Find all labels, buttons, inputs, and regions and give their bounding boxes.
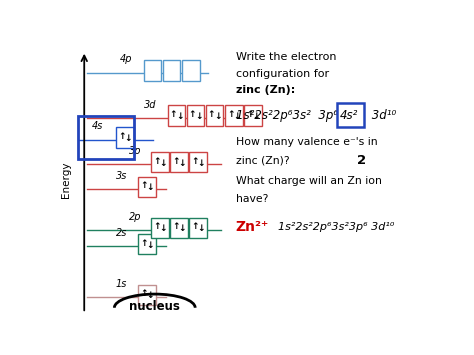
Text: ↑: ↑: [153, 222, 161, 231]
Text: ↓: ↓: [178, 159, 186, 168]
Text: ↓: ↓: [125, 134, 132, 143]
Text: ↑: ↑: [189, 110, 196, 119]
Text: 3d¹⁰: 3d¹⁰: [368, 109, 396, 121]
Text: ↓: ↓: [178, 224, 186, 233]
FancyBboxPatch shape: [151, 152, 169, 173]
Text: ↑: ↑: [191, 157, 199, 166]
Text: 4s: 4s: [92, 121, 103, 131]
FancyBboxPatch shape: [138, 234, 156, 255]
FancyBboxPatch shape: [187, 105, 204, 126]
FancyBboxPatch shape: [168, 105, 185, 126]
FancyBboxPatch shape: [138, 176, 156, 197]
Text: ↑: ↑: [153, 157, 161, 166]
Text: ↑: ↑: [246, 110, 254, 119]
Text: zinc (Zn)?: zinc (Zn)?: [236, 156, 289, 166]
Text: ↓: ↓: [198, 159, 205, 168]
FancyBboxPatch shape: [182, 60, 200, 81]
Text: configuration for: configuration for: [236, 69, 328, 78]
Text: zinc (Zn):: zinc (Zn):: [236, 85, 295, 95]
FancyBboxPatch shape: [138, 284, 156, 305]
Text: Write the electron: Write the electron: [236, 52, 336, 62]
Text: ↑: ↑: [172, 157, 180, 166]
Text: ↓: ↓: [195, 112, 202, 121]
Text: ↓: ↓: [198, 224, 205, 233]
FancyBboxPatch shape: [244, 105, 262, 126]
Text: ↑: ↑: [227, 110, 234, 119]
Text: ↑: ↑: [140, 289, 147, 298]
Text: ↓: ↓: [176, 112, 183, 121]
FancyBboxPatch shape: [225, 105, 243, 126]
Text: ↑: ↑: [140, 239, 147, 248]
Text: 1s²2s²2p⁶3s²3p⁶ 3d¹⁰: 1s²2s²2p⁶3s²3p⁶ 3d¹⁰: [278, 222, 394, 232]
Text: ↓: ↓: [252, 112, 260, 121]
Text: 2: 2: [357, 154, 366, 167]
Text: ↓: ↓: [214, 112, 221, 121]
FancyBboxPatch shape: [189, 218, 207, 238]
Text: 2p: 2p: [129, 212, 142, 222]
Text: ↓: ↓: [146, 291, 154, 300]
Text: What charge will an Zn ion: What charge will an Zn ion: [236, 176, 382, 186]
Text: ↓: ↓: [146, 241, 154, 250]
FancyBboxPatch shape: [163, 60, 181, 81]
Text: 3p: 3p: [129, 146, 142, 156]
FancyBboxPatch shape: [170, 218, 188, 238]
Text: ↑: ↑: [118, 132, 126, 141]
Text: ↑: ↑: [170, 110, 177, 119]
Text: 1s: 1s: [116, 279, 127, 289]
Text: ↑: ↑: [208, 110, 215, 119]
Text: 3d: 3d: [144, 99, 156, 110]
FancyBboxPatch shape: [189, 152, 207, 173]
Text: ↑: ↑: [191, 222, 199, 231]
Text: nucleus: nucleus: [129, 300, 180, 313]
Text: ↓: ↓: [159, 159, 167, 168]
Text: ↑: ↑: [140, 181, 147, 190]
Text: 4s²: 4s²: [340, 109, 359, 121]
Text: How many valence e⁻'s in: How many valence e⁻'s in: [236, 137, 377, 147]
Text: ↓: ↓: [159, 224, 167, 233]
FancyBboxPatch shape: [151, 218, 169, 238]
Text: 3s: 3s: [116, 171, 127, 181]
FancyBboxPatch shape: [170, 152, 188, 173]
Text: Zn²⁺: Zn²⁺: [236, 220, 269, 234]
Text: ↑: ↑: [172, 222, 180, 231]
FancyBboxPatch shape: [116, 127, 134, 148]
FancyBboxPatch shape: [144, 60, 161, 81]
Text: 4p: 4p: [120, 54, 133, 65]
FancyBboxPatch shape: [206, 105, 223, 126]
Text: ↓: ↓: [146, 183, 154, 192]
Text: 2s: 2s: [116, 228, 127, 238]
Text: Energy: Energy: [61, 161, 71, 197]
Text: 1s²2s²2p⁶3s²  3p⁶: 1s²2s²2p⁶3s² 3p⁶: [236, 109, 337, 121]
Text: have?: have?: [236, 194, 268, 204]
Text: ↓: ↓: [233, 112, 241, 121]
